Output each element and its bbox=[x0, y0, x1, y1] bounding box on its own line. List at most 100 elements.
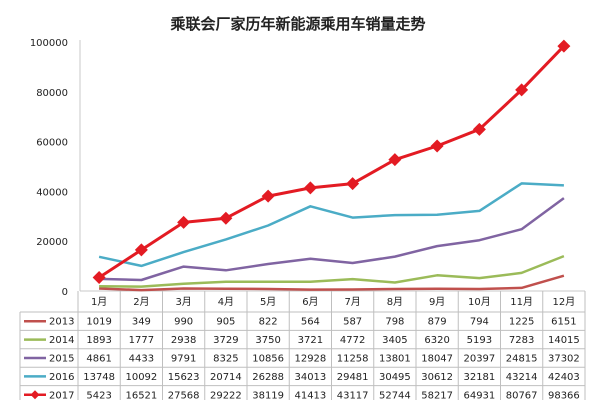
table-cell-value: 10092 bbox=[125, 372, 157, 383]
table-cell-value: 564 bbox=[301, 317, 320, 328]
x-category-label: 3月 bbox=[175, 296, 191, 308]
table-cell-value: 27568 bbox=[168, 390, 200, 400]
table-cell-value: 3721 bbox=[298, 335, 323, 346]
data-point-marker bbox=[388, 153, 402, 167]
y-tick-label: 20000 bbox=[36, 237, 68, 248]
table-cell-value: 349 bbox=[132, 317, 151, 328]
series-line-2015 bbox=[99, 197, 565, 282]
x-category-label: 12月 bbox=[553, 296, 576, 308]
table-cell-value: 3729 bbox=[213, 335, 238, 346]
y-tick-label: 60000 bbox=[36, 138, 68, 149]
table-cell-value: 24815 bbox=[506, 354, 538, 365]
table-cell-value: 798 bbox=[385, 317, 404, 328]
table-cell-value: 16521 bbox=[125, 390, 157, 400]
table-cell-value: 5193 bbox=[467, 335, 492, 346]
table-cell-value: 52744 bbox=[379, 390, 411, 400]
table-cell-value: 29481 bbox=[337, 372, 369, 383]
table-cell-value: 38119 bbox=[252, 390, 284, 400]
table-cell-value: 20397 bbox=[463, 354, 495, 365]
table-cell-value: 32181 bbox=[463, 372, 495, 383]
table-cell-value: 42403 bbox=[548, 372, 580, 383]
table-cell-value: 3750 bbox=[255, 335, 280, 346]
x-category-label: 10月 bbox=[468, 296, 491, 308]
legend-series-name: 2013 bbox=[49, 317, 74, 328]
series-line-2014 bbox=[99, 254, 565, 288]
data-point-marker bbox=[134, 243, 148, 257]
table-cell-value: 11258 bbox=[337, 354, 369, 365]
data-point-marker bbox=[515, 83, 529, 97]
x-category-label: 6月 bbox=[302, 296, 318, 308]
data-point-marker bbox=[177, 215, 191, 229]
data-point-marker bbox=[303, 181, 317, 195]
table-cell-value: 1777 bbox=[129, 335, 154, 346]
x-category-label: 8月 bbox=[387, 296, 403, 308]
table-cell-value: 80767 bbox=[506, 390, 538, 400]
table-cell-value: 30612 bbox=[421, 372, 453, 383]
data-point-marker bbox=[472, 122, 486, 136]
table-cell-value: 41413 bbox=[294, 390, 326, 400]
table-cell-value: 34013 bbox=[294, 372, 326, 383]
table-cell-value: 3405 bbox=[382, 335, 407, 346]
table-cell-value: 4772 bbox=[340, 335, 365, 346]
table-cell-value: 905 bbox=[216, 317, 235, 328]
data-point-marker bbox=[261, 189, 275, 203]
data-point-marker bbox=[346, 177, 360, 191]
y-tick-label: 80000 bbox=[36, 88, 68, 99]
x-category-label: 1月 bbox=[91, 296, 107, 308]
table-cell-value: 990 bbox=[174, 317, 193, 328]
table-cell-value: 1893 bbox=[86, 335, 111, 346]
table-cell-value: 4433 bbox=[129, 354, 154, 365]
table-cell-value: 6151 bbox=[551, 317, 576, 328]
data-table: 1月 2月 3月 4月 5月 6月 7月 8月 9月 10月 11月 12月 2013 1019 349 99… bbox=[19, 291, 586, 400]
table-cell-value: 43214 bbox=[506, 372, 538, 383]
table-cell-value: 1225 bbox=[509, 317, 534, 328]
x-category-label: 9月 bbox=[429, 296, 445, 308]
series-line-2013 bbox=[99, 274, 565, 292]
table-cell-value: 822 bbox=[259, 317, 278, 328]
legend-series-name: 2017 bbox=[49, 390, 74, 400]
table-cell-value: 14015 bbox=[548, 335, 580, 346]
table-cell-value: 879 bbox=[428, 317, 447, 328]
table-cell-value: 13748 bbox=[83, 372, 115, 383]
legend-series-name: 2015 bbox=[49, 354, 74, 365]
y-tick-label: 40000 bbox=[36, 187, 68, 198]
table-cell-value: 20714 bbox=[210, 372, 242, 383]
table-cell-value: 4861 bbox=[86, 354, 111, 365]
series-lines bbox=[92, 39, 571, 292]
table-cell-value: 15623 bbox=[168, 372, 200, 383]
legend-series-name: 2014 bbox=[49, 335, 74, 346]
table-cell-value: 29222 bbox=[210, 390, 242, 400]
y-tick-label: 0 bbox=[62, 287, 68, 298]
table-cell-value: 43117 bbox=[337, 390, 369, 400]
table-cell-value: 9791 bbox=[171, 354, 196, 365]
y-tick-label: 100000 bbox=[30, 38, 68, 49]
legend-key-marker bbox=[30, 390, 40, 400]
series-line-2016 bbox=[98, 182, 564, 268]
data-point-marker bbox=[219, 211, 233, 225]
table-cell-value: 58217 bbox=[421, 390, 453, 400]
table-cell-value: 587 bbox=[343, 317, 362, 328]
series-line-2017 bbox=[98, 45, 565, 279]
table-cell-value: 64931 bbox=[463, 390, 495, 400]
table-cell-value: 10856 bbox=[252, 354, 284, 365]
x-category-label: 2月 bbox=[133, 296, 149, 308]
chart-title: 乘联会厂家历年新能源乘用车销量走势 bbox=[169, 15, 425, 33]
table-cell-value: 12928 bbox=[294, 354, 326, 365]
x-category-label: 4月 bbox=[218, 296, 234, 308]
data-point-marker bbox=[430, 139, 444, 153]
data-point-marker bbox=[557, 39, 571, 53]
data-point-marker bbox=[92, 270, 106, 284]
table-cell-value: 2938 bbox=[171, 335, 196, 346]
table-cell-value: 37302 bbox=[548, 354, 580, 365]
table-cell-value: 794 bbox=[470, 317, 489, 328]
y-tick-labels: 0 20000 40000 60000 80000 100000 bbox=[30, 38, 68, 298]
table-cell-value: 6320 bbox=[424, 335, 449, 346]
table-cell-value: 18047 bbox=[421, 354, 453, 365]
x-category-label: 5月 bbox=[260, 296, 276, 308]
table-cell-value: 26288 bbox=[252, 372, 284, 383]
x-category-label: 11月 bbox=[510, 296, 533, 308]
table-cell-value: 7283 bbox=[509, 335, 534, 346]
legend-series-name: 2016 bbox=[49, 372, 74, 383]
table-cell-value: 1019 bbox=[86, 317, 111, 328]
